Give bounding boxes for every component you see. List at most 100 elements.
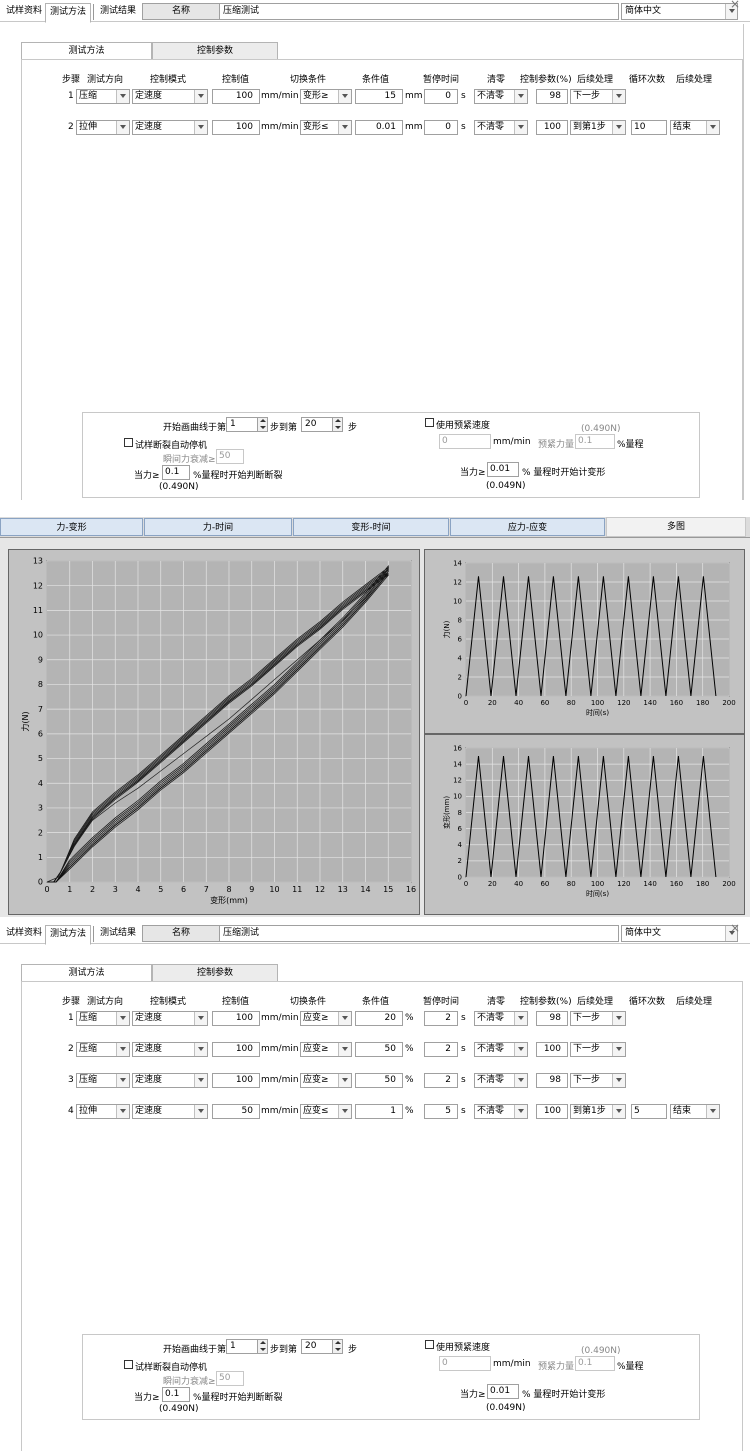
zero-select[interactable]: 不清零 [474,89,528,104]
direction-select[interactable]: 拉伸 [76,1104,130,1119]
subtab-control-params[interactable]: 控制参数 [152,964,278,982]
deform-input[interactable]: 0.01 [487,462,519,477]
tab-test-result[interactable]: 测试结果 [100,6,137,16]
next-action-select[interactable]: 下一步 [570,1073,626,1088]
name-input[interactable]: 压缩测试 [219,3,619,20]
control-value-input[interactable]: 100 [212,1073,260,1088]
zero-select[interactable]: 不清零 [474,1042,528,1057]
control-value-input[interactable]: 100 [212,120,260,135]
switch-condition-select[interactable]: 应变≥ [300,1011,352,1026]
control-mode-select[interactable]: 定速度 [132,89,208,104]
control-param-input[interactable]: 100 [536,120,568,135]
language-select[interactable]: 简体中文 [621,3,738,20]
control-value-input[interactable]: 100 [212,1011,260,1026]
subtab-test-method[interactable]: 测试方法 [21,964,152,982]
pause-time-input[interactable]: 2 [424,1042,458,1057]
direction-select[interactable]: 压缩 [76,1042,130,1057]
spinner-arrows-icon[interactable] [332,418,342,431]
graph-tab-stress-strain[interactable]: 应力-应变 [450,518,605,536]
switch-condition-select[interactable]: 应变≥ [300,1073,352,1088]
pause-time-input[interactable]: 0 [424,89,458,104]
tab-sample-info[interactable]: 试样资料 [6,6,43,16]
control-mode-select[interactable]: 定速度 [132,120,208,135]
tab-test-method[interactable]: 测试方法 [45,3,92,23]
tab-sample-info[interactable]: 试样资料 [6,928,43,938]
draw-from-spinner[interactable]: 1 [226,1339,268,1354]
control-mode-select[interactable]: 定速度 [132,1073,208,1088]
auto-stop-checkbox[interactable] [124,1360,133,1369]
control-mode-select[interactable]: 定速度 [132,1042,208,1057]
direction-select[interactable]: 压缩 [76,1011,130,1026]
control-mode-select[interactable]: 定速度 [132,1011,208,1026]
control-mode-select[interactable]: 定速度 [132,1104,208,1119]
zero-select[interactable]: 不清零 [474,1073,528,1088]
next-action-select[interactable]: 到第1步 [570,1104,626,1119]
condition-value-input[interactable]: 0.01 [355,120,403,135]
condition-value-input[interactable]: 50 [355,1073,403,1088]
control-value-input[interactable]: 50 [212,1104,260,1119]
switch-condition-select[interactable]: 变形≤ [300,120,352,135]
preload-checkbox[interactable] [425,418,434,427]
pause-time-input[interactable]: 2 [424,1011,458,1026]
condition-value-input[interactable]: 20 [355,1011,403,1026]
control-value-input[interactable]: 100 [212,89,260,104]
pause-time-input[interactable]: 2 [424,1073,458,1088]
draw-to-spinner[interactable]: 20 [301,417,343,432]
condition-value-input[interactable]: 1 [355,1104,403,1119]
next-action-select[interactable]: 下一步 [570,89,626,104]
graph-tab-force-deformation[interactable]: 力-变形 [0,518,143,536]
preload-checkbox[interactable] [425,1340,434,1349]
switch-condition-select[interactable]: 变形≥ [300,89,352,104]
tab-test-result[interactable]: 测试结果 [100,928,137,938]
direction-select[interactable]: 压缩 [76,1073,130,1088]
graph-tab-deformation-time[interactable]: 变形-时间 [293,518,449,536]
preload-speed-input[interactable]: 0 [439,434,491,449]
language-select[interactable]: 简体中文 [621,925,738,942]
direction-select[interactable]: 拉伸 [76,120,130,135]
subtab-control-params[interactable]: 控制参数 [152,42,278,60]
switch-condition-select[interactable]: 应变≥ [300,1042,352,1057]
graph-tab-multi[interactable]: 多图 [606,517,746,537]
cycle-count-input[interactable]: 5 [631,1104,667,1119]
close-icon[interactable]: × [730,0,741,11]
zero-select[interactable]: 不清零 [474,1104,528,1119]
pause-time-input[interactable]: 0 [424,120,458,135]
control-value-input[interactable]: 100 [212,1042,260,1057]
preload-amount-input[interactable]: 0.1 [575,434,615,449]
control-param-input[interactable]: 98 [536,89,568,104]
zero-select[interactable]: 不清零 [474,120,528,135]
preload-speed-input[interactable]: 0 [439,1356,491,1371]
switch-condition-select[interactable]: 应变≤ [300,1104,352,1119]
draw-from-spinner[interactable]: 1 [226,417,268,432]
close-icon[interactable]: × [730,922,741,935]
subtab-test-method[interactable]: 测试方法 [21,42,152,60]
deform-input[interactable]: 0.01 [487,1384,519,1399]
preload-amount-input[interactable]: 0.1 [575,1356,615,1371]
next-action-select[interactable]: 下一步 [570,1011,626,1026]
auto-stop-checkbox[interactable] [124,438,133,447]
control-param-input[interactable]: 98 [536,1011,568,1026]
zero-select[interactable]: 不清零 [474,1011,528,1026]
final-action-select[interactable]: 结束 [670,120,720,135]
spinner-arrows-icon[interactable] [332,1340,342,1353]
next-action-select[interactable]: 到第1步 [570,120,626,135]
tab-test-method[interactable]: 测试方法 [45,925,92,945]
final-action-select[interactable]: 结束 [670,1104,720,1119]
name-input[interactable]: 压缩测试 [219,925,619,942]
condition-value-input[interactable]: 50 [355,1042,403,1057]
when-force-input[interactable]: 0.1 [162,465,190,480]
instant-drop-input[interactable]: 50 [216,1371,244,1386]
next-action-select[interactable]: 下一步 [570,1042,626,1057]
when-force-input[interactable]: 0.1 [162,1387,190,1402]
graph-tab-force-time[interactable]: 力-时间 [144,518,292,536]
instant-drop-input[interactable]: 50 [216,449,244,464]
pause-time-input[interactable]: 5 [424,1104,458,1119]
control-param-input[interactable]: 100 [536,1042,568,1057]
condition-value-input[interactable]: 15 [355,89,403,104]
cycle-count-input[interactable]: 10 [631,120,667,135]
spinner-arrows-icon[interactable] [257,1340,267,1353]
draw-to-spinner[interactable]: 20 [301,1339,343,1354]
control-param-input[interactable]: 98 [536,1073,568,1088]
direction-select[interactable]: 压缩 [76,89,130,104]
spinner-arrows-icon[interactable] [257,418,267,431]
